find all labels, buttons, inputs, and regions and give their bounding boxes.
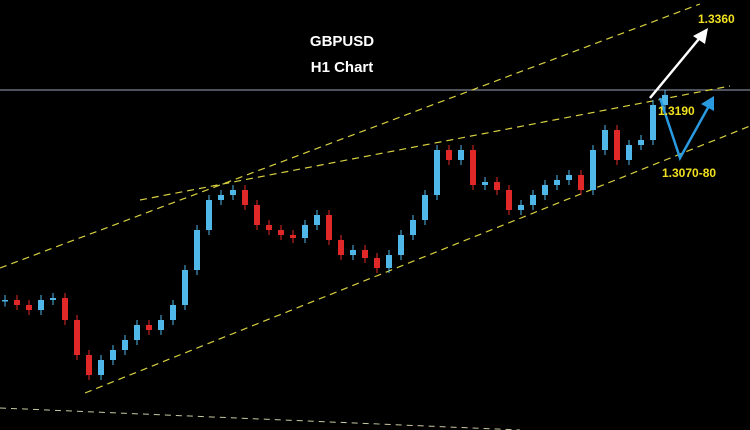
candle (122, 340, 128, 350)
candle (374, 258, 380, 268)
annotation: 1.3360 (698, 12, 735, 26)
candle (38, 300, 44, 310)
arrow (658, 97, 712, 162)
candle (266, 225, 272, 230)
chart-title: GBPUSD (310, 33, 374, 50)
candle (86, 355, 92, 375)
candle (350, 250, 356, 255)
candle (206, 200, 212, 230)
candle (338, 240, 344, 255)
candle (638, 140, 644, 145)
chart-subtitle: H1 Chart (311, 59, 374, 76)
candle (602, 130, 608, 150)
lower-trendline (0, 407, 521, 430)
candle (74, 320, 80, 355)
candle (14, 300, 20, 305)
candle (542, 185, 548, 195)
candle (146, 325, 152, 330)
annotation: 1.3190 (658, 104, 695, 118)
candle (98, 360, 104, 375)
candle (218, 195, 224, 200)
annotation: 1.3070-80 (662, 166, 716, 180)
arrow (649, 33, 704, 99)
candle (302, 225, 308, 238)
candle (530, 195, 536, 205)
candle (230, 190, 236, 195)
candle (518, 205, 524, 210)
arrow-head (693, 28, 708, 44)
candle (422, 195, 428, 220)
candle (554, 180, 560, 185)
candle (110, 350, 116, 360)
candle (62, 298, 68, 320)
candle (566, 175, 572, 180)
candle (650, 105, 656, 140)
candle (194, 230, 200, 270)
candle (182, 270, 188, 305)
candle (242, 190, 248, 205)
candle (26, 305, 32, 310)
candle (290, 235, 296, 238)
candle (410, 220, 416, 235)
candle (458, 150, 464, 160)
candle (494, 182, 500, 190)
candle (434, 150, 440, 195)
candle (362, 250, 368, 258)
candle (446, 150, 452, 160)
candle (50, 298, 56, 300)
upper-channel (0, 3, 701, 269)
candle (482, 182, 488, 185)
resistance-line (139, 85, 731, 201)
candle (470, 150, 476, 185)
candle (614, 130, 620, 160)
candle (134, 325, 140, 340)
candles (2, 90, 668, 380)
candle (578, 175, 584, 190)
candle (590, 150, 596, 190)
trendlines (0, 3, 750, 394)
candle (314, 215, 320, 225)
candle (326, 215, 332, 240)
candle (2, 300, 8, 302)
candle (662, 95, 668, 105)
candle (506, 190, 512, 210)
candle (278, 230, 284, 235)
candle (626, 145, 632, 160)
candle (254, 205, 260, 225)
arrow-head (701, 96, 714, 111)
candle (386, 255, 392, 268)
candle (170, 305, 176, 320)
candle (398, 235, 404, 255)
candle (158, 320, 164, 330)
